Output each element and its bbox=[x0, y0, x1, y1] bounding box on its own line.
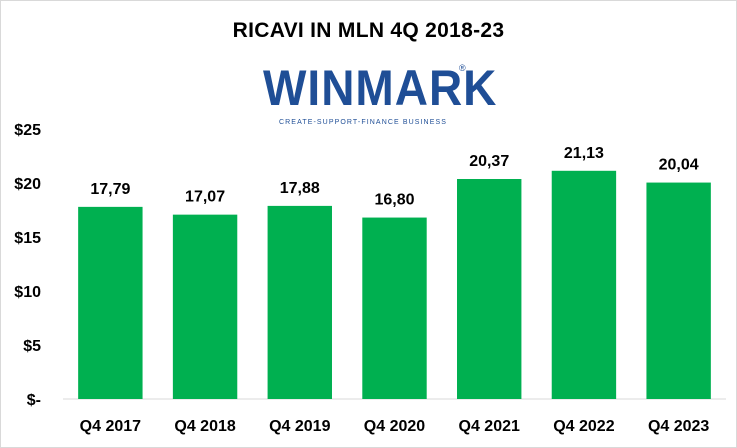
data-label: 16,80 bbox=[374, 192, 414, 209]
logo-wordmark: WINMARK bbox=[263, 59, 498, 116]
x-tick-label: Q4 2019 bbox=[269, 418, 330, 435]
x-tick-label: Q4 2018 bbox=[174, 418, 235, 435]
bar bbox=[267, 205, 332, 399]
bar bbox=[172, 214, 238, 399]
bar bbox=[551, 170, 617, 399]
data-label: 21,13 bbox=[564, 145, 604, 162]
winmark-logo: WINMARK ® CREATE-SUPPORT-FINANCE BUSINES… bbox=[263, 59, 498, 131]
x-tick-label: Q4 2021 bbox=[459, 418, 520, 435]
y-tick-label: $25 bbox=[14, 122, 41, 139]
y-tick-label: $- bbox=[27, 392, 41, 409]
chart-title: RICAVI IN MLN 4Q 2018-23 bbox=[232, 19, 505, 42]
data-label: 17,79 bbox=[90, 181, 130, 198]
data-label: 17,88 bbox=[280, 180, 320, 197]
x-tick-label: Q4 2020 bbox=[364, 418, 425, 435]
y-tick-label: $10 bbox=[14, 284, 41, 301]
logo-registered-mark: ® bbox=[459, 63, 466, 73]
bar bbox=[78, 206, 143, 399]
y-tick-label: $15 bbox=[14, 230, 41, 247]
bar bbox=[646, 182, 711, 399]
y-tick-label: $20 bbox=[14, 176, 41, 193]
data-label: 20,37 bbox=[469, 153, 509, 170]
data-label: 20,04 bbox=[659, 157, 699, 174]
x-tick-label: Q4 2017 bbox=[80, 418, 141, 435]
x-tick-label: Q4 2023 bbox=[648, 418, 709, 435]
x-tick-label: Q4 2022 bbox=[553, 418, 614, 435]
bar bbox=[457, 179, 522, 399]
data-label: 17,07 bbox=[185, 189, 225, 206]
bar bbox=[362, 217, 427, 399]
logo-tagline: CREATE-SUPPORT-FINANCE BUSINESS bbox=[278, 119, 448, 126]
y-tick-label: $5 bbox=[23, 338, 41, 355]
